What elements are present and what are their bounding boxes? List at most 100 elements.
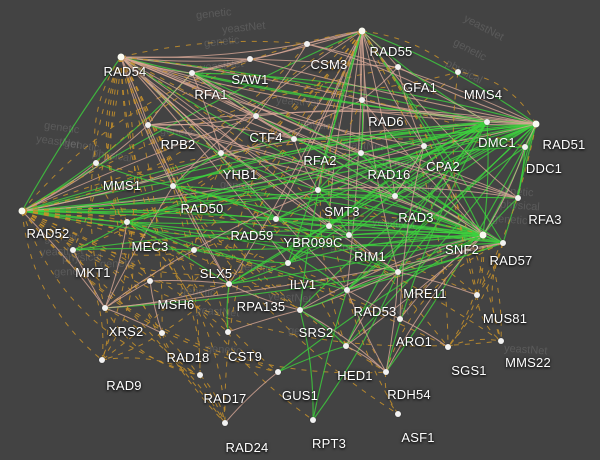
node-label-saw1[interactable]: SAW1 — [231, 72, 269, 87]
node-label-mms22[interactable]: MMS22 — [505, 355, 551, 370]
graph-node-rim1[interactable] — [346, 232, 352, 238]
node-label-ybr099c[interactable]: YBR099C — [283, 235, 343, 250]
graph-node-gus1[interactable] — [275, 369, 281, 375]
graph-node-rpb2[interactable] — [145, 122, 151, 128]
graph-node-rdh54[interactable] — [383, 369, 389, 375]
node-label-mus81[interactable]: MUS81 — [482, 311, 528, 326]
node-label-rad24[interactable]: RAD24 — [225, 440, 269, 455]
graph-node-mms4[interactable] — [455, 69, 461, 75]
graph-node-smt3[interactable] — [315, 187, 321, 193]
graph-node-asf1[interactable] — [395, 411, 401, 417]
node-label-mec3[interactable]: MEC3 — [131, 239, 169, 254]
graph-node-mms22[interactable] — [498, 338, 504, 344]
graph-node-dmc1[interactable] — [484, 119, 490, 125]
graph-node-ilv1[interactable] — [285, 260, 291, 266]
node-label-rad16[interactable]: RAD16 — [367, 167, 411, 182]
graph-node-rad52[interactable] — [18, 207, 26, 215]
node-label-xrs2[interactable]: XRS2 — [108, 324, 144, 339]
node-label-rdh54[interactable]: RDH54 — [387, 387, 431, 402]
node-label-rad59[interactable]: RAD59 — [230, 228, 274, 243]
node-label-asf1[interactable]: ASF1 — [401, 430, 435, 445]
graph-node-rad51[interactable] — [532, 120, 540, 128]
node-label-rad54[interactable]: RAD54 — [103, 64, 147, 79]
node-label-cst9[interactable]: CST9 — [227, 349, 263, 364]
node-label-gus1[interactable]: GUS1 — [281, 388, 319, 403]
node-label-rad51[interactable]: RAD51 — [542, 137, 586, 152]
graph-node-slx5[interactable] — [191, 247, 197, 253]
node-label-rpb2[interactable]: RPB2 — [160, 137, 196, 152]
node-label-rfa1[interactable]: RFA1 — [194, 87, 228, 102]
graph-node-sgs1[interactable] — [445, 344, 451, 350]
node-label-csm3[interactable]: CSM3 — [310, 57, 348, 72]
node-label-rad50[interactable]: RAD50 — [180, 201, 224, 216]
graph-node-cpa2[interactable] — [421, 143, 427, 149]
graph-node-rad16[interactable] — [358, 150, 364, 156]
graph-node-hed1[interactable] — [343, 343, 349, 349]
node-label-rad57[interactable]: RAD57 — [489, 253, 533, 268]
node-label-aro1[interactable]: ARO1 — [395, 334, 433, 349]
graph-node-aro1[interactable] — [397, 316, 403, 322]
graph-node-xrs2[interactable] — [102, 305, 108, 311]
graph-node-mkt1[interactable] — [70, 247, 76, 253]
node-label-rad9[interactable]: RAD9 — [106, 378, 142, 393]
node-label-ddc1[interactable]: DDC1 — [525, 161, 563, 176]
node-label-rpa135[interactable]: RPA135 — [236, 299, 286, 314]
node-label-yhb1[interactable]: YHB1 — [222, 167, 258, 182]
graph-node-rad24[interactable] — [222, 420, 228, 426]
node-label-rpt3[interactable]: RPT3 — [311, 436, 347, 451]
graph-node-cst9[interactable] — [225, 329, 231, 335]
node-label-rad53[interactable]: RAD53 — [353, 304, 397, 319]
graph-node-snf2[interactable] — [479, 231, 487, 239]
node-label-srs2[interactable]: SRS2 — [298, 325, 334, 340]
node-label-slx5[interactable]: SLX5 — [199, 266, 233, 281]
graph-node-rad9[interactable] — [99, 357, 105, 363]
graph-node-ybr099c[interactable] — [326, 223, 332, 229]
node-label-mms4[interactable]: MMS4 — [463, 87, 503, 102]
graph-node-mre11[interactable] — [395, 269, 401, 275]
node-label-cpa2[interactable]: CPA2 — [426, 159, 460, 174]
graph-node-rad17[interactable] — [197, 372, 203, 378]
graph-node-mus81[interactable] — [474, 292, 480, 298]
node-label-rfa3[interactable]: RFA3 — [528, 212, 562, 227]
graph-node-csm3[interactable] — [304, 41, 310, 47]
graph-node-saw1[interactable] — [247, 56, 253, 62]
node-label-rad55[interactable]: RAD55 — [369, 44, 413, 59]
graph-node-msh6[interactable] — [147, 278, 153, 284]
graph-node-rad18[interactable] — [159, 330, 165, 336]
graph-node-rpt3[interactable] — [310, 417, 316, 423]
graph-node-rad50[interactable] — [170, 183, 176, 189]
graph-node-rfa3[interactable] — [515, 195, 521, 201]
graph-node-gfa1[interactable] — [395, 64, 401, 70]
node-label-rad52[interactable]: RAD52 — [26, 226, 70, 241]
node-label-rad3[interactable]: RAD3 — [398, 210, 434, 225]
graph-node-rad57[interactable] — [500, 240, 506, 246]
node-label-ilv1[interactable]: ILV1 — [289, 277, 317, 292]
node-label-smt3[interactable]: SMT3 — [324, 204, 360, 219]
graph-node-yhb1[interactable] — [218, 150, 224, 156]
graph-node-ddc1[interactable] — [522, 144, 528, 150]
graph-node-rad3[interactable] — [392, 193, 398, 199]
graph-node-rad59[interactable] — [273, 216, 279, 222]
node-label-ctf4[interactable]: CTF4 — [249, 130, 283, 145]
graph-node-srs2[interactable] — [297, 307, 303, 313]
graph-node-rad53[interactable] — [344, 287, 350, 293]
node-label-rad18[interactable]: RAD18 — [166, 350, 210, 365]
graph-node-rfa1[interactable] — [189, 70, 195, 76]
node-label-rim1[interactable]: RIM1 — [354, 249, 386, 264]
graph-node-mms1[interactable] — [93, 160, 99, 166]
graph-node-ctf4[interactable] — [253, 113, 259, 119]
node-label-hed1[interactable]: HED1 — [337, 368, 373, 383]
node-label-rad6[interactable]: RAD6 — [368, 114, 404, 129]
node-label-dmc1[interactable]: DMC1 — [478, 135, 516, 150]
node-label-mkt1[interactable]: MKT1 — [75, 265, 111, 280]
node-label-rfa2[interactable]: RFA2 — [303, 153, 337, 168]
graph-node-rad6[interactable] — [359, 97, 365, 103]
node-label-msh6[interactable]: MSH6 — [157, 297, 195, 312]
graph-node-mec3[interactable] — [124, 219, 130, 225]
node-label-gfa1[interactable]: GFA1 — [402, 80, 438, 95]
graph-node-rad54[interactable] — [117, 53, 125, 61]
node-label-mre11[interactable]: MRE11 — [403, 286, 447, 301]
node-label-mms1[interactable]: MMS1 — [102, 178, 142, 193]
node-label-snf2[interactable]: SNF2 — [444, 242, 480, 257]
